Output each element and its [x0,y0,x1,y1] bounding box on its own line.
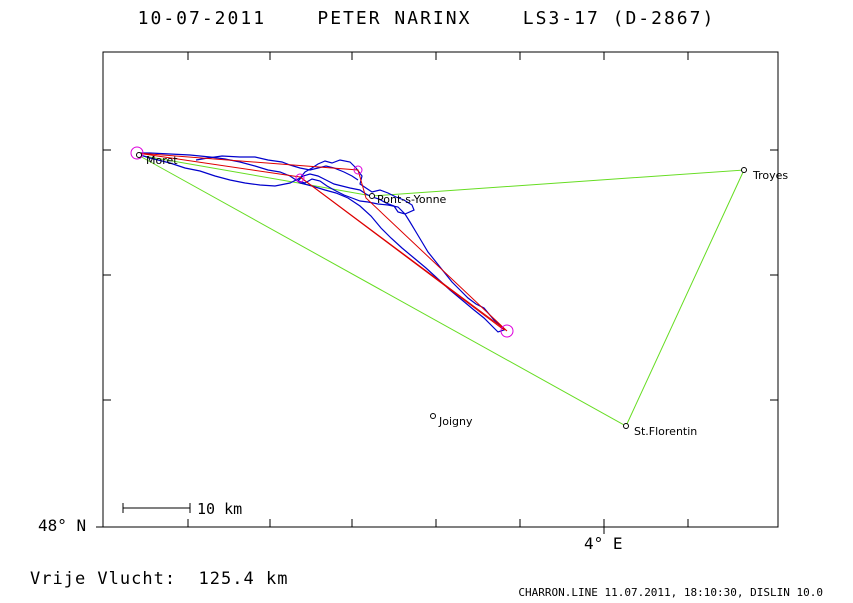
scale-label: 10 km [197,500,242,518]
place-label-st-florentin: St.Florentin [634,425,697,438]
turnpoint-marker [295,173,305,183]
flight-trace-loop [195,155,359,181]
place-marker-troyes [741,167,747,173]
place-marker-moret [136,152,142,158]
turnpoint-marker [500,324,514,338]
latitude-label: 48° N [38,516,86,535]
distance-summary: Vrije Vlucht: 125.4 km [30,569,288,589]
place-label-joigny: Joigny [438,415,473,428]
task-line [137,154,745,427]
scale-bar [122,503,191,513]
flight-trace [136,152,506,333]
place-marker-joigny [430,413,436,419]
place-label-troyes: Troyes [752,169,788,182]
footer-info: CHARRON.LINE 11.07.2011, 18:10:30, DISLI… [518,586,823,599]
left-ticks [96,149,111,528]
route-leg [299,176,505,331]
longitude-label: 4° E [584,534,623,553]
place-label-pont-s-yonne: Pont-s-Yonne [377,193,447,206]
place-marker-pont-s-yonne [369,193,375,199]
optimized-route [136,152,508,332]
turnpoint-marker [353,165,363,175]
plot-frame [102,51,779,528]
distance-label: Vrije Vlucht: [30,569,177,589]
top-ticks [187,52,689,60]
place-marker-st-florentin [623,423,629,429]
chart-title: 10-07-2011 PETER NARINX LS3-17 (D-2867) [137,8,716,29]
distance-value: 125.4 km [198,569,289,589]
start-marker [130,146,144,160]
right-ticks [770,149,778,401]
bottom-ticks [187,519,689,534]
place-label-moret: Moret [146,154,178,167]
